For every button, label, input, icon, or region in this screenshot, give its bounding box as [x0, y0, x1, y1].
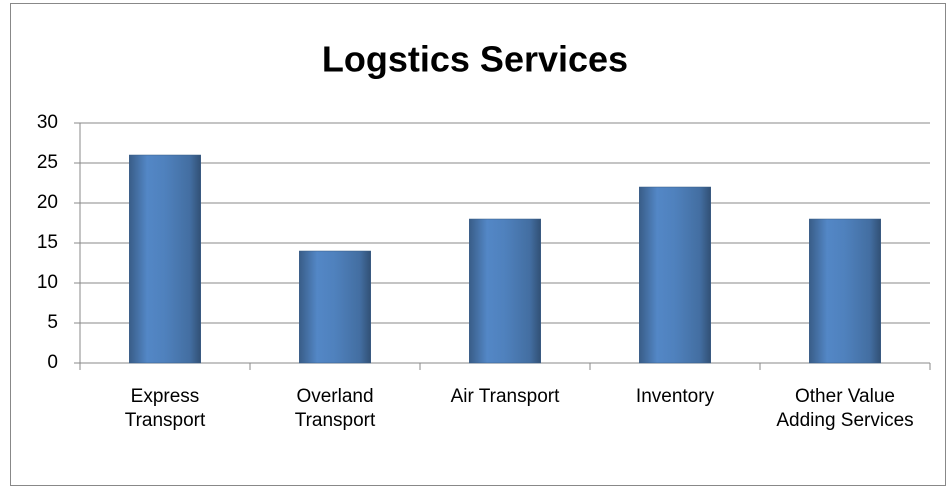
y-tick-label: 25: [37, 152, 58, 173]
x-tick-label: Other Value Adding Services: [776, 386, 914, 431]
bar: [639, 186, 711, 364]
x-tick-label: Overland Transport: [294, 386, 376, 431]
bar: [129, 154, 201, 364]
bar: [299, 250, 371, 364]
chart-title: Logstics Services: [322, 39, 628, 80]
y-tick-label: 0: [47, 352, 58, 373]
x-tick-label: Inventory: [635, 386, 715, 407]
bar: [469, 218, 541, 364]
y-tick-label: 15: [37, 232, 58, 253]
y-tick-label: 20: [37, 192, 58, 213]
bar: [809, 218, 881, 364]
x-tick-label: Air Transport: [450, 386, 560, 407]
y-tick-label: 10: [37, 272, 58, 293]
y-tick-label: 30: [37, 112, 58, 133]
x-tick-label: Express Transport: [124, 386, 206, 431]
y-tick-label: 5: [47, 312, 58, 333]
